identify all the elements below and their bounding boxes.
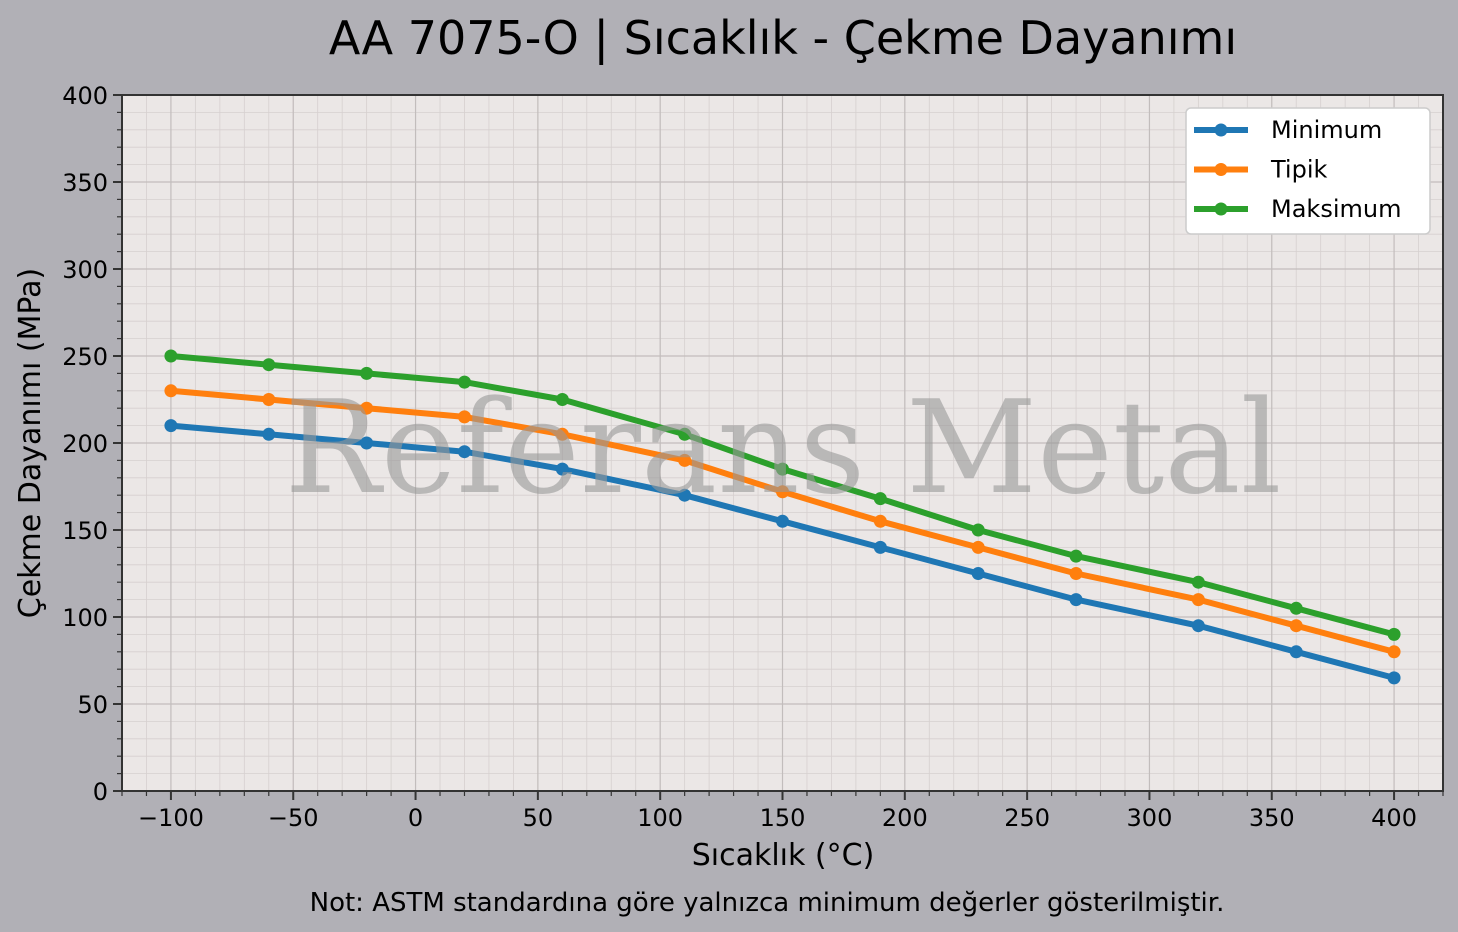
x-tick-label: 50 xyxy=(523,804,554,832)
x-tick-label: 250 xyxy=(1004,804,1050,832)
x-tick-label: 300 xyxy=(1127,804,1173,832)
data-point xyxy=(1387,671,1401,685)
data-point xyxy=(164,384,178,398)
y-tick-label: 0 xyxy=(93,778,108,806)
y-tick-label: 250 xyxy=(62,343,108,371)
data-point xyxy=(971,567,985,580)
data-point xyxy=(262,358,276,372)
data-point xyxy=(776,485,789,499)
legend: Minimum Tipik Maksimum xyxy=(1185,107,1431,235)
y-tick-label: 150 xyxy=(62,517,108,545)
data-point xyxy=(1191,593,1205,607)
x-tick-label: −100 xyxy=(138,804,204,832)
data-point xyxy=(1387,627,1401,641)
data-point xyxy=(776,462,789,476)
data-point xyxy=(873,540,887,554)
series-minimum xyxy=(164,419,1401,685)
data-point xyxy=(360,366,374,380)
x-tick-label: 100 xyxy=(637,804,683,832)
footnote: Not: ASTM standardına göre yalnızca mini… xyxy=(310,888,1225,918)
legend-label: Maksimum xyxy=(1271,195,1401,223)
data-point xyxy=(360,401,374,415)
data-point xyxy=(1069,567,1083,580)
data-point xyxy=(457,410,471,424)
chart-title: AA 7075-O | Sıcaklık - Çekme Dayanımı xyxy=(329,11,1237,66)
x-axis-label: Sıcaklık (°C) xyxy=(692,838,875,873)
x-tick-label: 400 xyxy=(1371,804,1417,832)
data-point xyxy=(873,514,887,528)
data-point xyxy=(678,488,692,502)
data-point xyxy=(360,436,374,450)
data-point xyxy=(1289,601,1303,615)
legend-label: Tipik xyxy=(1270,156,1327,184)
data-point xyxy=(873,492,887,506)
data-point xyxy=(1069,549,1083,563)
y-tick-label: 100 xyxy=(62,604,108,632)
data-point xyxy=(1191,619,1205,633)
x-axis: −100 −50 0 50 100 150 200 250 300 350 400 xyxy=(121,791,1444,832)
y-tick-label: 400 xyxy=(62,82,108,110)
legend-marker xyxy=(1214,123,1228,137)
data-point xyxy=(262,393,276,406)
data-point xyxy=(678,427,692,441)
data-point xyxy=(678,453,692,467)
data-point xyxy=(164,419,178,433)
data-point xyxy=(1387,645,1401,659)
data-point xyxy=(555,393,569,406)
y-axis-label: Çekme Dayanımı (MPa) xyxy=(13,268,48,618)
data-point xyxy=(776,514,789,528)
data-point xyxy=(164,349,178,363)
y-tick-label: 300 xyxy=(62,256,108,284)
data-point xyxy=(971,540,985,554)
legend-box xyxy=(1185,107,1431,235)
data-point xyxy=(1289,619,1303,633)
y-axis: 0 50 100 150 200 250 300 350 400 xyxy=(62,82,122,806)
x-tick-label: 150 xyxy=(760,804,806,832)
x-tick-label: 200 xyxy=(882,804,928,832)
series-tipik xyxy=(164,384,1401,659)
watermark: Referans Metal xyxy=(284,374,1281,523)
data-point xyxy=(262,427,276,441)
y-tick-label: 50 xyxy=(77,691,108,719)
data-point xyxy=(971,523,985,537)
y-tick-label: 350 xyxy=(62,169,108,197)
x-tick-label: −50 xyxy=(268,804,319,832)
legend-item: Maksimum xyxy=(1194,195,1401,223)
x-tick-label: 350 xyxy=(1249,804,1295,832)
series-maksimum xyxy=(164,349,1401,641)
legend-label: Minimum xyxy=(1271,116,1382,144)
data-point xyxy=(457,375,471,389)
legend-marker xyxy=(1214,163,1228,176)
data-point xyxy=(1289,645,1303,659)
data-point xyxy=(555,462,569,476)
data-point xyxy=(457,445,471,459)
y-tick-label: 200 xyxy=(62,430,108,458)
x-tick-label: 0 xyxy=(408,804,423,832)
legend-item: Tipik xyxy=(1194,156,1327,184)
legend-marker xyxy=(1214,202,1228,216)
data-point xyxy=(1069,593,1083,607)
data-point xyxy=(555,427,569,441)
series-group xyxy=(164,349,1401,685)
legend-item: Minimum xyxy=(1194,116,1382,144)
data-point xyxy=(1191,575,1205,589)
